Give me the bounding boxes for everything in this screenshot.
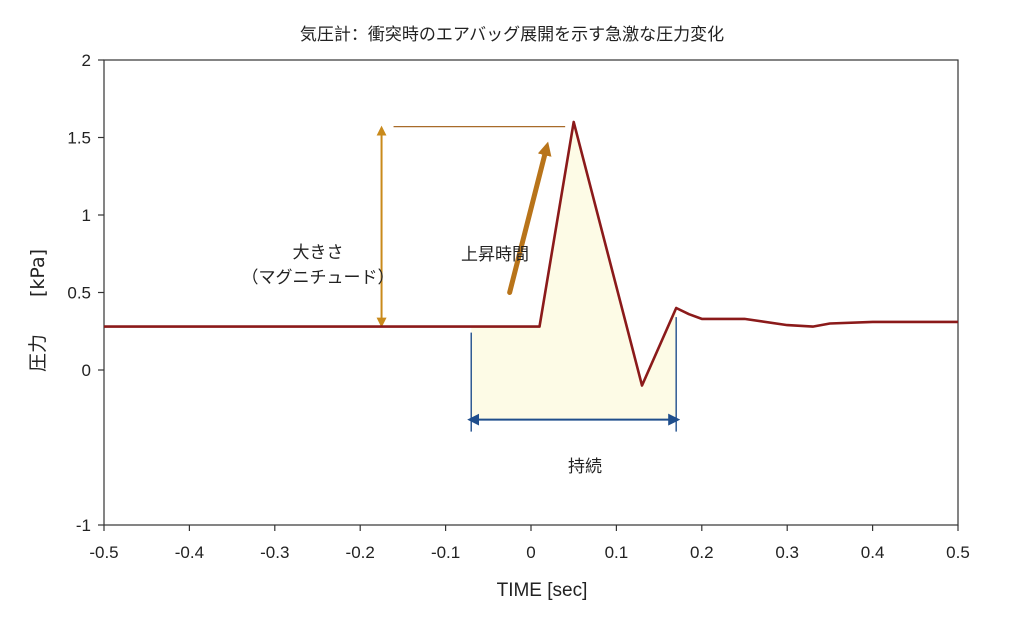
series-line-pressure [104, 120, 958, 387]
x-tick-label: 0.1 [605, 543, 629, 562]
rise-time-label: 上昇時間 [461, 245, 529, 265]
y-axis-label-group: 圧力 [kPa] [27, 249, 49, 372]
x-tick-label: 0.4 [861, 543, 885, 562]
x-tick-label: -0.2 [346, 543, 375, 562]
x-tick-label: 0 [526, 543, 535, 562]
y-tick-label: 0.5 [67, 284, 91, 303]
x-tick-label: -0.4 [175, 543, 204, 562]
x-tick-label: 0.5 [946, 543, 970, 562]
plot-frame [103, 59, 959, 526]
y-tick-label: 2 [82, 51, 91, 70]
duration-fill [471, 122, 677, 420]
y-tick-label: 1 [82, 206, 91, 225]
y-axis: -1 0 0.5 1 1.5 2 [67, 51, 104, 535]
magnitude-label-line1: 大きさ [293, 243, 344, 263]
x-tick-label: -0.5 [89, 543, 118, 562]
duration-label: 持続 [568, 457, 602, 477]
y-tick-label: 1.5 [67, 129, 91, 148]
rise-time-arrow [507, 141, 552, 295]
x-axis-label: TIME [sec] [497, 580, 588, 601]
x-tick-label: 0.2 [690, 543, 714, 562]
y-axis-label: 圧力 [27, 334, 49, 372]
x-tick-label: -0.1 [431, 543, 460, 562]
y-tick-label: -1 [76, 516, 91, 535]
y-axis-unit: [kPa] [27, 249, 49, 297]
magnitude-label-line2: （マグニチュード） [242, 268, 395, 288]
chart-title: 気圧計：衝突時のエアバッグ展開を示す急激な圧力変化 [300, 25, 724, 45]
y-tick-label: 0 [82, 361, 91, 380]
x-tick-label: -0.3 [260, 543, 289, 562]
x-tick-label: 0.3 [775, 543, 799, 562]
x-axis: -0.5 -0.4 -0.3 -0.2 -0.1 0 0.1 0.2 0.3 0.4 0.5 [89, 525, 970, 562]
